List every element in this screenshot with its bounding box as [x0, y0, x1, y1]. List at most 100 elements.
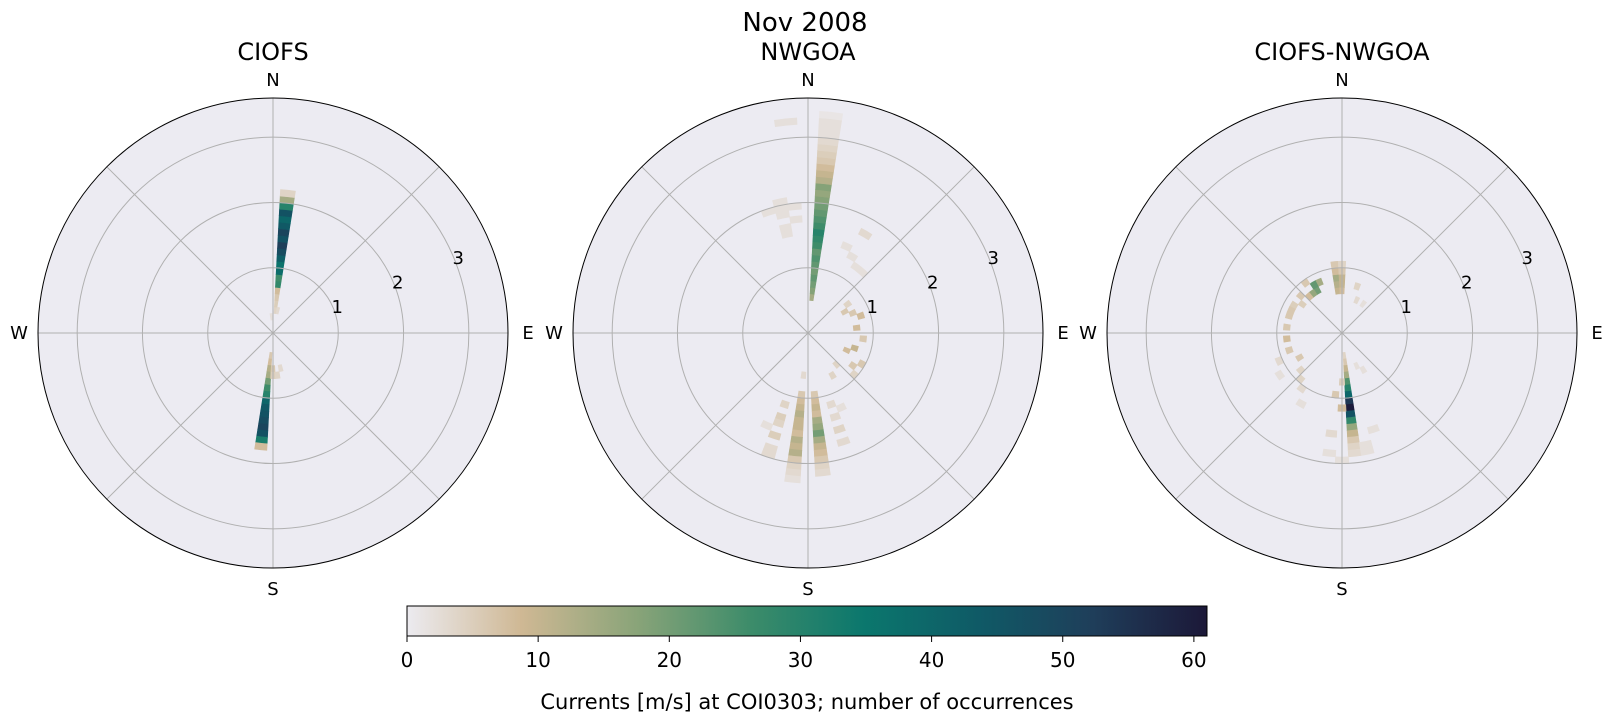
- polar-bin-cell: [811, 403, 821, 412]
- polar-bin-cell: [1347, 448, 1362, 458]
- direction-label-s: S: [267, 579, 278, 600]
- radial-tick-label: 2: [927, 273, 938, 294]
- polar-bin-cell: [265, 371, 272, 379]
- polar-bin-cell: [809, 293, 815, 302]
- polar-bin-cell: [1332, 274, 1340, 282]
- direction-label-n: N: [1335, 70, 1348, 91]
- polar-bin-cell: [809, 287, 816, 295]
- direction-label-e: E: [1591, 323, 1602, 344]
- direction-label-w: W: [1079, 323, 1097, 344]
- polar-bin-cell: [1343, 364, 1349, 373]
- polar-bin-cell: [1284, 311, 1294, 320]
- colorbar-tick-label: 30: [788, 648, 813, 672]
- polar-bin-cell: [254, 442, 268, 451]
- polar-bin-cell: [829, 411, 842, 422]
- polar-bin-cell: [1343, 371, 1350, 379]
- polar-bin-cell: [279, 189, 296, 198]
- polar-bin-cell: [1331, 390, 1340, 399]
- direction-label-n: N: [266, 70, 279, 91]
- radial-tick-label: 3: [1522, 248, 1533, 269]
- direction-label-e: E: [1057, 323, 1068, 344]
- polar-bin-cell: [810, 267, 819, 276]
- polar-bin-cell: [1283, 335, 1291, 343]
- polar-bin-cell: [276, 247, 287, 256]
- polar-bin-cell: [274, 287, 281, 295]
- polar-bin-cell: [258, 416, 269, 425]
- radial-tick-label: 1: [332, 297, 343, 318]
- colorbar-label: Currents [m/s] at COI0303; number of occ…: [540, 690, 1073, 714]
- radial-tick-label: 3: [453, 248, 464, 269]
- polar-bin-cell: [852, 324, 861, 331]
- polar-bin-cell: [793, 416, 804, 425]
- colorbar-tick-label: 50: [1050, 648, 1075, 672]
- polar-panel-ciofs: 1 2 3 N E S W: [10, 70, 534, 600]
- polar-bin-cell: [810, 390, 819, 399]
- polar-bin-cell: [1308, 288, 1318, 298]
- polar-bin-cell: [859, 335, 867, 343]
- polar-bin-cell: [266, 364, 272, 373]
- polar-bin-cell: [800, 371, 807, 379]
- polar-bin-cell: [857, 227, 873, 241]
- polar-frame: [37, 97, 509, 569]
- polar-bin-cell: [1353, 296, 1361, 305]
- polar-bin-cell: [840, 241, 853, 252]
- polar-bin-cell: [856, 311, 866, 320]
- colorbar-tick-label: 10: [525, 648, 550, 672]
- polar-bin-cell: [267, 358, 272, 366]
- polar-bin-cell: [835, 402, 847, 413]
- polar-panel-nwgoa: 1 2 3 N E S W: [545, 70, 1069, 600]
- polar-bin-cell: [779, 399, 790, 410]
- polar-bin-cell: [1344, 390, 1353, 399]
- figure-suptitle: Nov 2008: [742, 8, 867, 38]
- polar-bin-cell: [274, 293, 280, 302]
- polar-bin-cell: [789, 215, 803, 224]
- polar-bin-cell: [1345, 410, 1356, 419]
- direction-label-e: E: [522, 323, 533, 344]
- polar-bin-cell: [276, 254, 286, 263]
- polar-bin-cell: [277, 241, 288, 250]
- polar-bin-cell: [784, 474, 801, 484]
- polar-cells: [760, 111, 873, 484]
- polar-frame: [572, 97, 1044, 569]
- polar-bin-cell: [260, 403, 270, 412]
- polar-bin-cell: [269, 313, 273, 321]
- polar-bin-cell: [828, 370, 837, 380]
- radial-tick-label: 1: [1401, 297, 1412, 318]
- polar-bin-cell: [814, 468, 831, 477]
- polar-bin-cell: [826, 399, 837, 410]
- polar-bin-cell: [812, 241, 823, 250]
- angular-grid-line: [106, 166, 274, 334]
- polar-bin-cell: [778, 223, 793, 233]
- polar-bin-cell: [1359, 299, 1368, 309]
- polar-bin-cell: [811, 410, 822, 419]
- polar-bin-cell: [274, 371, 281, 379]
- polar-bin-cell: [1334, 287, 1341, 295]
- polar-bin-cell: [811, 254, 821, 263]
- angular-grid-line: [1175, 166, 1343, 334]
- radial-tick-label: 1: [867, 297, 878, 318]
- angular-grid-line: [1175, 332, 1343, 500]
- angular-grid-line: [272, 166, 440, 334]
- colorbar: 0 10 20 30 40 50 60 Currents [m/s] at COI0303;…: [401, 605, 1208, 714]
- polar-bin-cell: [836, 436, 851, 447]
- polar-bin-cell: [818, 111, 844, 121]
- angular-grid-line: [641, 332, 809, 500]
- polar-bin-cell: [263, 384, 271, 392]
- polar-cells: [1274, 260, 1380, 464]
- angular-grid-line: [1341, 166, 1509, 334]
- polar-bin-cell: [1274, 369, 1286, 381]
- polar-bin-cell: [850, 344, 859, 353]
- polar-bin-cell: [1343, 358, 1348, 366]
- polar-bin-cell: [767, 430, 782, 441]
- polar-bin-cell: [1344, 384, 1352, 392]
- polar-bin-cell: [1295, 398, 1307, 410]
- polar-bin-cell: [264, 377, 271, 386]
- direction-label-n: N: [801, 70, 814, 91]
- angular-grid-line: [807, 332, 975, 500]
- polar-panel-ciofs-nwgoa: 1 2 3 N E S W: [1079, 70, 1603, 600]
- polar-bin-cell: [275, 306, 281, 315]
- direction-label-s: S: [1336, 579, 1347, 600]
- radial-tick-label: 2: [1461, 273, 1472, 294]
- polar-bin-cell: [1331, 267, 1340, 276]
- polar-bin-cell: [1297, 299, 1307, 309]
